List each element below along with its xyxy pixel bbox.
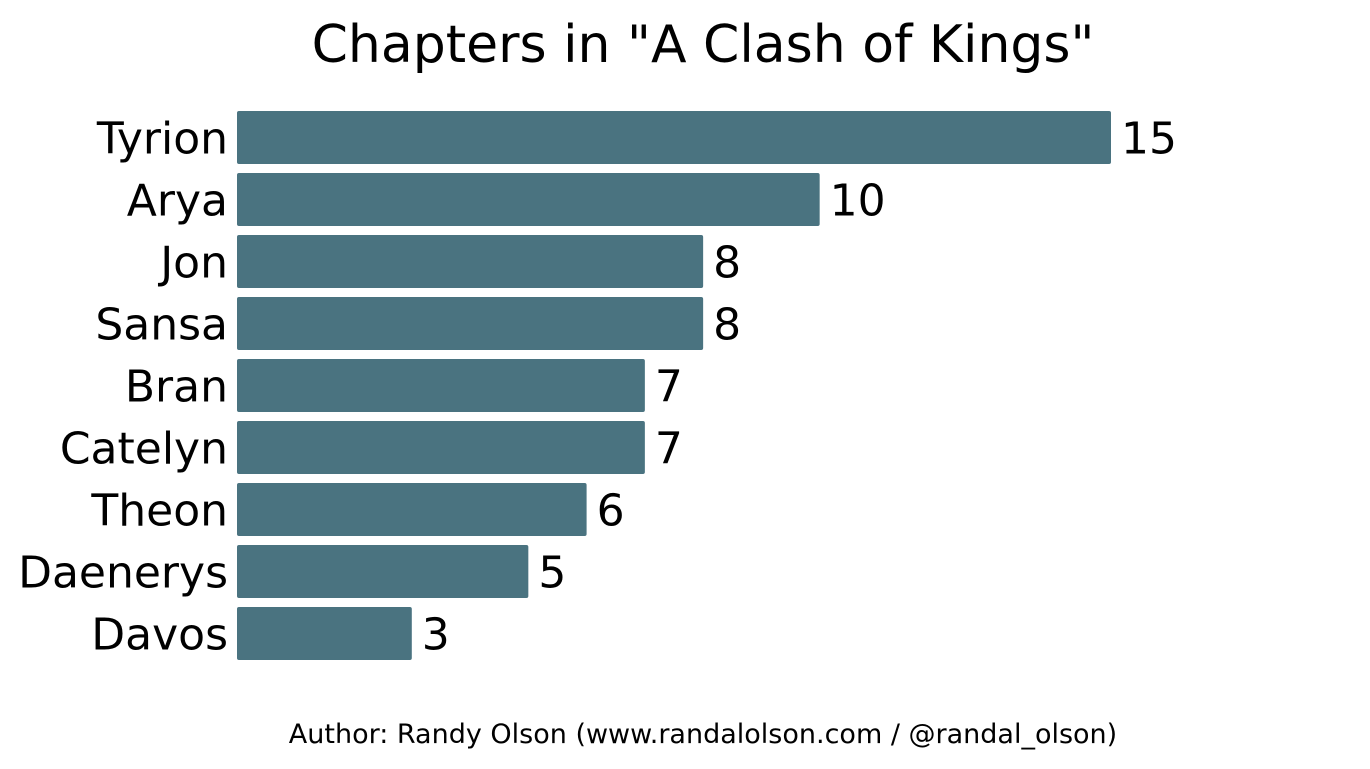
category-label-jon: Jon bbox=[157, 238, 228, 289]
bar-tyrion bbox=[237, 111, 1111, 164]
category-label-tyrion: Tyrion bbox=[96, 114, 228, 165]
bar-theon bbox=[237, 483, 587, 536]
author-credit: Author: Randy Olson (www.randalolson.com… bbox=[289, 719, 1117, 750]
value-label-arya: 10 bbox=[830, 176, 886, 227]
value-label-davos: 3 bbox=[422, 610, 450, 661]
bar-sansa bbox=[237, 297, 704, 350]
value-label-theon: 6 bbox=[597, 486, 625, 537]
bars-group bbox=[237, 111, 1111, 660]
bar-davos bbox=[237, 607, 412, 660]
bar-arya bbox=[237, 173, 820, 226]
bar-daenerys bbox=[237, 545, 529, 598]
value-label-daenerys: 5 bbox=[538, 548, 566, 599]
value-label-sansa: 8 bbox=[713, 300, 741, 351]
category-label-daenerys: Daenerys bbox=[18, 548, 228, 599]
chart-title: Chapters in "A Clash of Kings" bbox=[312, 15, 1095, 75]
category-label-arya: Arya bbox=[127, 176, 228, 227]
value-label-tyrion: 15 bbox=[1121, 114, 1177, 165]
category-label-theon: Theon bbox=[90, 486, 228, 537]
value-label-bran: 7 bbox=[655, 362, 683, 413]
category-label-sansa: Sansa bbox=[95, 300, 228, 351]
category-label-catelyn: Catelyn bbox=[60, 424, 228, 475]
bar-jon bbox=[237, 235, 704, 288]
bar-bran bbox=[237, 359, 645, 412]
category-label-davos: Davos bbox=[91, 610, 228, 661]
category-label-bran: Bran bbox=[125, 362, 228, 413]
bar-catelyn bbox=[237, 421, 645, 474]
value-label-jon: 8 bbox=[713, 238, 741, 289]
category-labels-group: Tyrion Arya Jon Sansa Bran Catelyn Theon Daener… bbox=[18, 114, 228, 661]
value-label-catelyn: 7 bbox=[655, 424, 683, 475]
